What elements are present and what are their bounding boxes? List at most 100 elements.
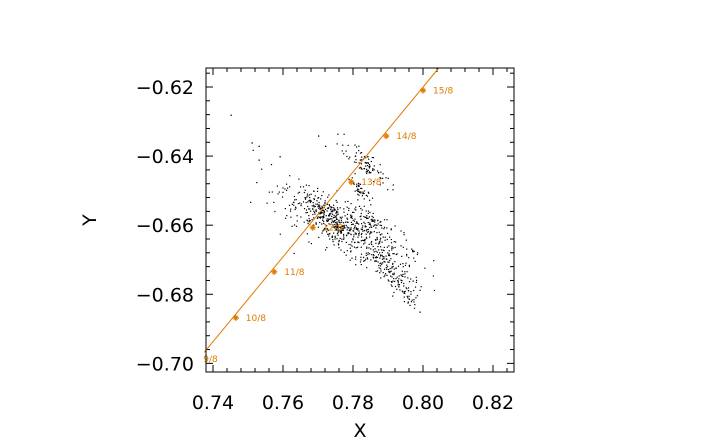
scatter-point bbox=[304, 197, 306, 199]
scatter-point bbox=[379, 257, 381, 259]
scatter-point bbox=[392, 295, 394, 297]
scatter-point bbox=[334, 220, 336, 222]
scatter-point bbox=[356, 189, 358, 192]
scatter-point bbox=[379, 263, 381, 265]
scatter-point bbox=[378, 249, 380, 251]
scatter-point bbox=[411, 248, 413, 250]
scatter-point bbox=[358, 194, 360, 196]
scatter-point bbox=[357, 182, 360, 184]
scatter-point bbox=[337, 234, 339, 236]
scatter-point bbox=[414, 260, 416, 262]
scatter-point bbox=[332, 241, 334, 243]
scatter-point bbox=[341, 238, 343, 240]
scatter-point bbox=[365, 226, 367, 228]
scatter-point bbox=[375, 260, 377, 262]
scatter-point bbox=[339, 207, 341, 209]
scatter-point bbox=[338, 219, 340, 221]
scatter-point bbox=[328, 223, 330, 225]
scatter-point bbox=[340, 226, 342, 228]
scatter-point bbox=[344, 201, 346, 203]
scatter-point bbox=[321, 211, 323, 214]
scatter-point bbox=[319, 206, 321, 208]
scatter-point bbox=[415, 297, 417, 299]
scatter-point bbox=[353, 220, 355, 222]
scatter-point bbox=[368, 216, 370, 218]
scatter-point bbox=[363, 260, 365, 262]
scatter-point bbox=[380, 237, 382, 239]
scatter-point bbox=[372, 225, 375, 227]
scatter-point bbox=[366, 170, 368, 172]
scatter-point bbox=[407, 297, 409, 299]
scatter-point bbox=[360, 240, 362, 242]
scatter-point bbox=[376, 238, 378, 241]
scatter-point bbox=[362, 193, 364, 195]
scatter-point bbox=[346, 213, 349, 215]
scatter-point bbox=[375, 270, 377, 273]
scatter-point bbox=[322, 217, 324, 219]
scatter-point bbox=[295, 225, 298, 227]
scatter-point bbox=[346, 218, 349, 220]
scatter-point bbox=[270, 164, 273, 166]
trajectory: 9/8 10/8 11/8 12/8 13/8 14/8 15/8 bbox=[203, 67, 453, 365]
scatter-point bbox=[392, 263, 394, 265]
scatter-point bbox=[336, 224, 338, 226]
scatter-point bbox=[402, 246, 404, 248]
scatter-point bbox=[373, 254, 375, 256]
scatter-point bbox=[258, 159, 260, 161]
scatter-point bbox=[381, 258, 384, 260]
scatter-point bbox=[312, 213, 314, 216]
scatter-point bbox=[335, 225, 337, 227]
scatter-point bbox=[330, 207, 332, 209]
scatter-point bbox=[383, 258, 385, 260]
scatter-point bbox=[306, 233, 308, 235]
scatter-point bbox=[380, 268, 382, 270]
scatter-point bbox=[294, 199, 296, 201]
tick-labels: 0.74 0.76 0.78 0.80 0.82 −0.62 −0.64 −0.66 −0.68… bbox=[136, 77, 514, 414]
scatter-point bbox=[307, 205, 309, 208]
scatter-point bbox=[388, 271, 390, 273]
scatter-point bbox=[371, 241, 373, 243]
trajectory-marker bbox=[348, 179, 354, 185]
scatter-point bbox=[403, 296, 405, 298]
scatter-point bbox=[362, 191, 364, 193]
scatter-point bbox=[315, 222, 317, 224]
scatter-point bbox=[386, 227, 388, 229]
scatter-point bbox=[331, 220, 333, 222]
scatter-point bbox=[336, 229, 338, 231]
scatter-point bbox=[300, 205, 302, 207]
scatter-point bbox=[383, 276, 385, 278]
scatter-point bbox=[266, 202, 268, 204]
scatter-point bbox=[317, 204, 320, 206]
scatter-point bbox=[393, 253, 395, 255]
scatter-point bbox=[389, 271, 391, 273]
scatter-point bbox=[343, 208, 345, 210]
scatter-point bbox=[326, 219, 328, 221]
scatter-point bbox=[346, 229, 348, 231]
scatter-point bbox=[358, 233, 360, 235]
scatter-point bbox=[316, 200, 318, 202]
scatter-point bbox=[367, 169, 369, 171]
scatter-point bbox=[402, 275, 404, 277]
scatter-point bbox=[386, 246, 388, 248]
scatter-point bbox=[367, 162, 369, 164]
scatter-point bbox=[334, 236, 336, 238]
scatter-point bbox=[339, 226, 341, 228]
scatter-point bbox=[361, 209, 363, 211]
scatter-point bbox=[286, 215, 288, 217]
scatter-point bbox=[381, 251, 383, 254]
scatter-point bbox=[327, 233, 329, 235]
scatter-point bbox=[319, 217, 321, 219]
scatter-point bbox=[405, 239, 407, 241]
scatter-point bbox=[391, 249, 393, 251]
scatter-point bbox=[370, 160, 372, 163]
scatter-point bbox=[374, 239, 377, 241]
scatter-point bbox=[376, 224, 378, 227]
scatter-point bbox=[345, 224, 347, 226]
y-tick-label: −0.68 bbox=[136, 284, 194, 306]
scatter-point bbox=[334, 209, 336, 211]
scatter-point bbox=[293, 195, 295, 198]
trajectory-marker bbox=[420, 88, 426, 93]
scatter-point bbox=[344, 221, 347, 223]
scatter-point bbox=[392, 184, 394, 186]
scatter-point bbox=[369, 236, 371, 238]
